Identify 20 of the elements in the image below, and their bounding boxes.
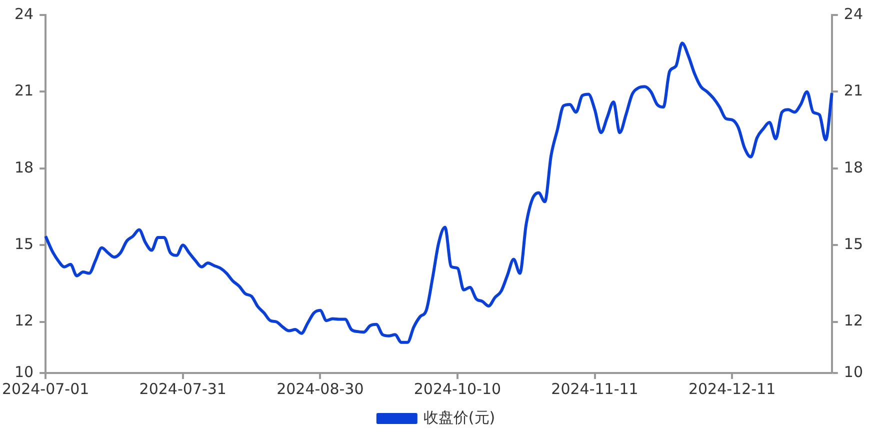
x-tick-label: 2024-07-01: [2, 380, 90, 398]
y2-tick-label: 10: [844, 362, 864, 381]
y-tick-label: 10: [14, 362, 34, 381]
y2-tick-label: 18: [844, 158, 864, 176]
y2-tick-label: 12: [844, 312, 864, 330]
y-tick-label: 15: [14, 235, 34, 254]
y2-tick-label: 15: [844, 235, 864, 254]
x-tick-label: 2024-10-10: [414, 380, 502, 398]
legend-label: 收盘价(元): [423, 408, 496, 426]
y-tick-label: 12: [14, 312, 34, 330]
x-tick-label: 2024-07-31: [139, 380, 226, 398]
y2-tick-label: 24: [844, 4, 864, 23]
x-tick-label: 2024-08-30: [276, 380, 364, 398]
y-tick-label: 21: [14, 82, 34, 100]
y2-tick-label: 21: [844, 82, 864, 100]
line-series: [44, 42, 834, 344]
x-tick-label: 2024-12-11: [688, 380, 776, 398]
y-tick-label: 18: [14, 158, 34, 176]
y-tick-label: 24: [14, 4, 34, 23]
x-tick-label: 2024-11-11: [551, 380, 638, 398]
